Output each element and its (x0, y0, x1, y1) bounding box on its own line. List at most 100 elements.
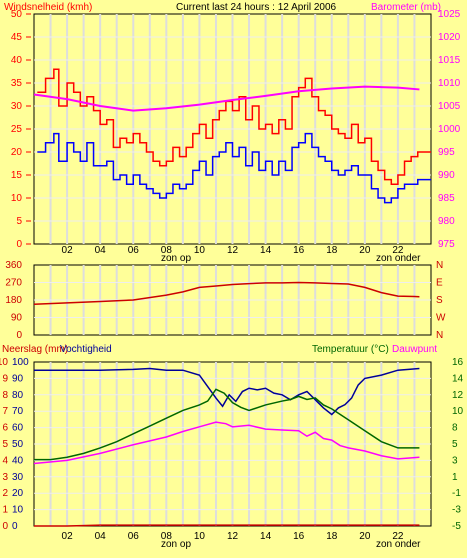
rain-line (34, 524, 420, 527)
temperature-tick-label: -3 (452, 505, 461, 516)
x-tick-label: 20 (359, 531, 371, 542)
humidity-axis-label: Vochtigheid (60, 344, 112, 355)
rain-axis-label: Neerslag (mm) (2, 344, 68, 355)
left-tick-label: 90 (11, 313, 23, 324)
left-tick-label: 35 (11, 78, 23, 89)
left-tick-label: 360 (5, 260, 22, 271)
right-tick-label: 985 (438, 193, 455, 204)
left-tick-label: 50 (11, 9, 23, 20)
left-axis-label: Windsnelheid (kmh) (4, 2, 92, 13)
temperature-line (34, 388, 420, 461)
right-tick-label: 975 (438, 239, 455, 250)
rain-tick-label: 4 (2, 455, 8, 466)
temperature-tick-label: 8 (452, 423, 458, 434)
humidity-tick-label: 10 (12, 505, 24, 516)
left-tick-label: 20 (11, 147, 23, 158)
right-axis-label: Barometer (mb) (371, 2, 441, 13)
rain-tick-label: 6 (2, 423, 8, 434)
left-tick-label: 45 (11, 32, 23, 43)
dewpoint-axis-label: Dauwpunt (392, 344, 437, 355)
x-tick-label: 10 (194, 245, 206, 256)
left-tick-label: 10 (11, 193, 23, 204)
x-tick-label: 12 (227, 245, 239, 256)
x-tick-label: 08 (161, 245, 173, 256)
x-tick-label: 16 (293, 245, 305, 256)
x-tick-label: 08 (161, 531, 173, 542)
barometer-line (33, 85, 420, 112)
x-tick-label: 20 (359, 245, 371, 256)
x-tick-label: 02 (62, 245, 74, 256)
temperature-tick-label: 5 (452, 439, 458, 450)
dewpoint-line (33, 421, 420, 465)
right-tick-label: 1005 (438, 101, 461, 112)
rain-tick-label: 10 (0, 357, 8, 368)
left-tick-label: 0 (16, 330, 22, 341)
temperature-tick-label: 10 (452, 406, 464, 417)
left-tick-label: 270 (5, 278, 22, 289)
humidity-tick-label: 60 (12, 423, 24, 434)
temperature-axis-label: Temperatuur (°C) (312, 344, 389, 355)
x-tick-label: 22 (392, 245, 404, 256)
right-tick-label: 980 (438, 216, 455, 227)
left-tick-label: 30 (11, 101, 23, 112)
temperature-tick-label: -5 (452, 521, 461, 532)
left-tick-label: 25 (11, 124, 23, 135)
temperature-tick-label: 14 (452, 373, 464, 384)
humidity-tick-label: 80 (12, 390, 24, 401)
humidity-tick-label: 70 (12, 406, 24, 417)
compass-tick-label: W (436, 313, 446, 324)
x-tick-label: 10 (194, 531, 206, 542)
x-tick-label: 04 (95, 245, 107, 256)
sunset-label: zon onder (376, 253, 421, 264)
x-tick-label: 14 (260, 245, 272, 256)
x-tick-label: 12 (227, 531, 239, 542)
right-tick-label: 995 (438, 147, 455, 158)
x-tick-label: 16 (293, 531, 305, 542)
right-tick-label: 1025 (438, 9, 461, 20)
temperature-tick-label: -1 (452, 488, 461, 499)
temperature-tick-label: 12 (452, 390, 464, 401)
humidity-tick-label: 20 (12, 488, 24, 499)
compass-tick-label: S (436, 295, 443, 306)
right-tick-label: 990 (438, 170, 455, 181)
compass-tick-label: E (436, 278, 443, 289)
right-tick-label: 1000 (438, 124, 461, 135)
wind-average-line (37, 132, 431, 204)
sunset-label: zon onder (376, 539, 421, 550)
x-tick-label: 06 (128, 245, 140, 256)
wind-gust-line (37, 68, 431, 185)
compass-tick-label: N (436, 260, 443, 271)
x-tick-label: 18 (326, 245, 338, 256)
x-tick-label: 04 (95, 531, 107, 542)
left-tick-label: 5 (16, 216, 22, 227)
x-tick-label: 06 (128, 531, 140, 542)
chart-title: Current last 24 hours : 12 April 2006 (176, 2, 337, 13)
sunrise-label: zon op (161, 253, 191, 264)
x-tick-label: 18 (326, 531, 338, 542)
humidity-tick-label: 90 (12, 373, 24, 384)
humidity-tick-label: 40 (12, 455, 24, 466)
x-tick-label: 02 (62, 531, 74, 542)
temperature-tick-label: 16 (452, 357, 464, 368)
compass-tick-label: N (436, 330, 443, 341)
x-tick-label: 22 (392, 531, 404, 542)
left-tick-label: 15 (11, 170, 23, 181)
right-tick-label: 1010 (438, 78, 461, 89)
rain-tick-label: 3 (2, 472, 8, 483)
rain-tick-label: 0 (2, 521, 8, 532)
left-tick-label: 40 (11, 55, 23, 66)
sunrise-label: zon op (161, 539, 191, 550)
temperature-tick-label: 3 (452, 455, 458, 466)
rain-tick-label: 7 (2, 406, 8, 417)
rain-tick-label: 8 (2, 390, 8, 401)
left-tick-label: 180 (5, 295, 22, 306)
left-tick-label: 0 (16, 239, 22, 250)
humidity-line (34, 367, 420, 416)
right-tick-label: 1015 (438, 55, 461, 66)
rain-tick-label: 9 (2, 373, 8, 384)
humidity-tick-label: 100 (12, 357, 29, 368)
humidity-tick-label: 50 (12, 439, 24, 450)
